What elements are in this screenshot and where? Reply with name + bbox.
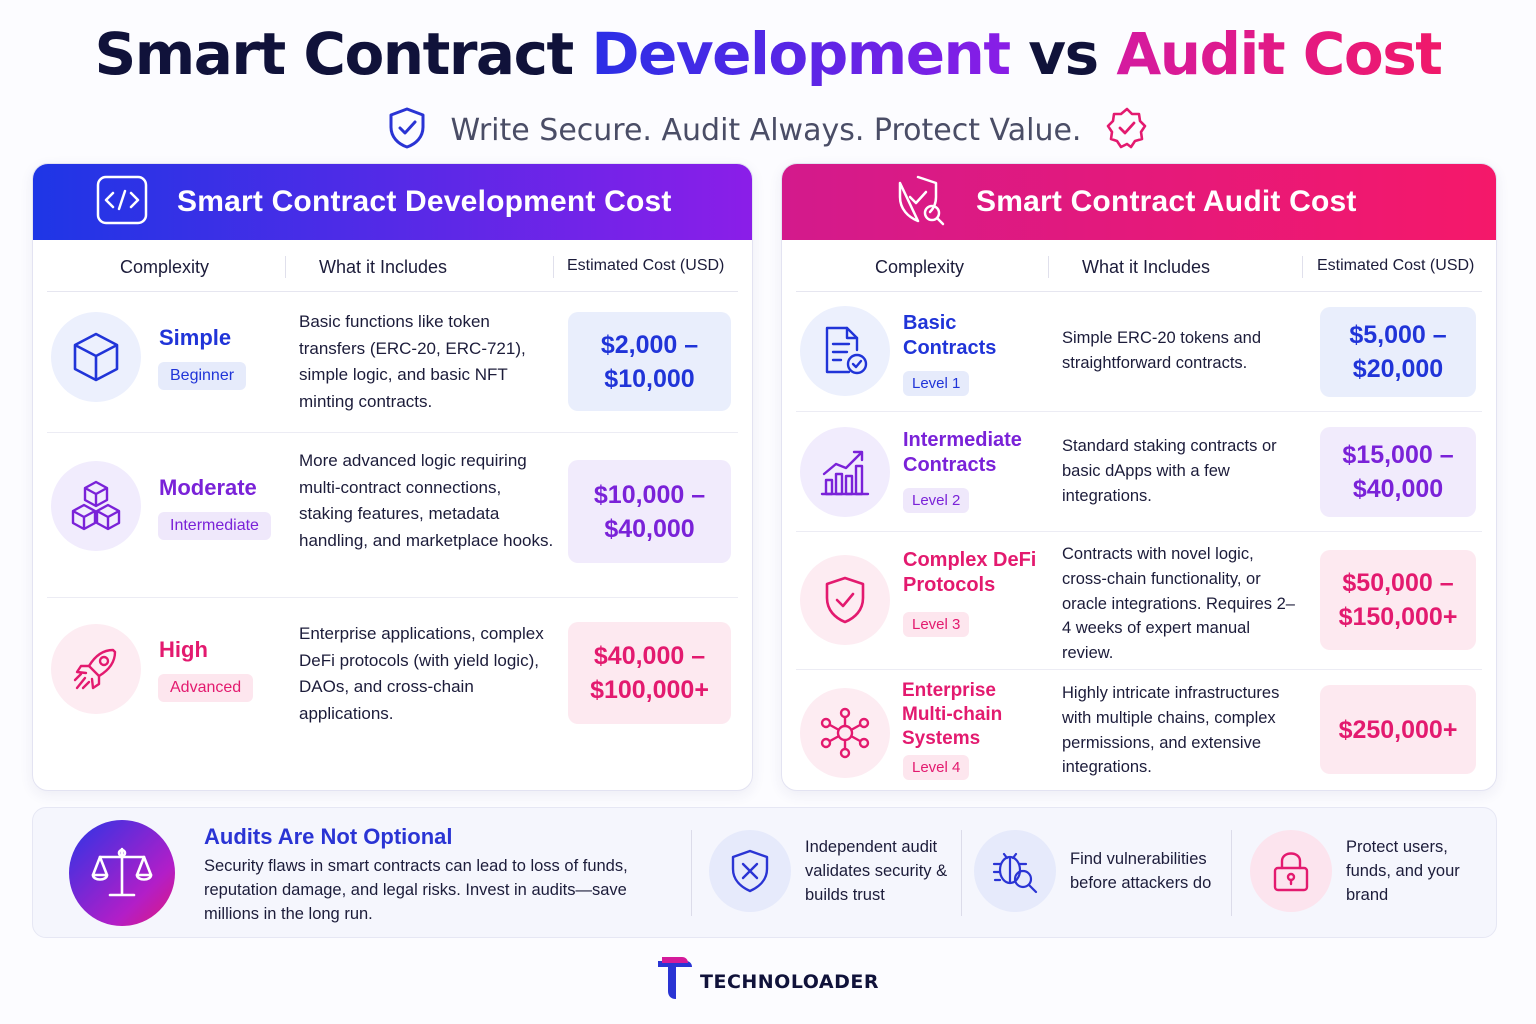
row-description: Enterprise applications, complex DeFi pr… [299, 624, 544, 723]
column-cost: Estimated Cost (USD) [567, 257, 725, 274]
audit-panel-title: Smart Contract Audit Cost [976, 185, 1357, 218]
complexity-badge: Beginner [158, 362, 247, 390]
table-row: Basic Contracts Level 1 Simple ERC-20 to… [796, 292, 1482, 412]
cost-line-2: $10,000 [604, 364, 695, 393]
cost-box: $10,000 – $40,000 [568, 460, 731, 563]
row-description: Contracts with novel logic, cross-chain … [1062, 545, 1295, 663]
box-text: Security flaws in smart contracts can le… [204, 857, 628, 923]
feature-text: Independent audit validates security & b… [805, 838, 948, 904]
network-nodes-icon [800, 688, 890, 778]
title-part-4: Audit Cost [1116, 20, 1443, 88]
cost-line-1: $40,000 – [593, 642, 706, 670]
column-includes: What it Includes [319, 257, 448, 277]
shield-x-icon [709, 830, 791, 912]
complexity-level: Simple [159, 325, 232, 350]
cost-box: $5,000 – $20,000 [1320, 307, 1476, 397]
cost-line-1: $10,000 – [593, 480, 706, 509]
table-row: Enterprise Multi-chain Systems Level 4 H… [796, 670, 1482, 788]
table-row: Simple Beginner Basic functions like tok… [47, 292, 738, 433]
shield-check-icon [800, 555, 890, 645]
audit-panel-header: Smart Contract Audit Cost [782, 164, 1496, 240]
cost-line-1: $5,000 – [1349, 321, 1447, 349]
tagline: Write Secure. Audit Always. Protect Valu… [450, 113, 1082, 148]
row-description: Simple ERC-20 tokens and straightforward… [1062, 329, 1262, 372]
complexity-badge: Intermediate [158, 512, 271, 540]
bar-chart-icon [800, 427, 890, 517]
complexity-badge: Level 4 [903, 755, 970, 780]
code-icon [95, 174, 149, 231]
feature-item: Protect users, funds, and your brand [1250, 830, 1471, 912]
development-table-header: Complexity What it Includes Estimated Co… [47, 240, 738, 292]
badge-check-icon [1105, 106, 1149, 155]
logo-mark-icon [656, 955, 694, 1008]
row-description: Highly intricate infrastructures with mu… [1062, 684, 1280, 777]
cost-line-2: $20,000 [1352, 355, 1444, 383]
row-description: More advanced logic requiring multi-cont… [299, 451, 554, 550]
feature-text: Protect users, funds, and your brand [1346, 838, 1460, 904]
tagline-row: Write Secure. Audit Always. Protect Valu… [0, 106, 1536, 155]
complexity-level: Basic Contracts [903, 312, 997, 359]
cost-box: $40,000 – $100,000+ [568, 622, 731, 724]
cost-box: $2,000 – $10,000 [568, 312, 731, 411]
title-part-3: vs [1028, 20, 1099, 88]
cost-line-1: $250,000+ [1338, 715, 1458, 744]
table-row: Moderate Intermediate More advanced logi… [47, 433, 738, 598]
cost-line-2: $40,000 [1352, 475, 1444, 503]
column-includes: What it Includes [1082, 257, 1211, 277]
column-complexity: Complexity [120, 257, 210, 277]
rocket-icon [51, 624, 141, 714]
row-description: Basic functions like token transfers (ER… [299, 312, 526, 411]
cost-line-1: $50,000 – [1342, 569, 1454, 597]
brand-logo: TECHNOLOADER [656, 955, 879, 1008]
shield-check-icon [387, 106, 427, 155]
complexity-badge: Level 2 [903, 488, 970, 513]
complexity-level: High [159, 637, 208, 662]
complexity-badge: Level 3 [903, 612, 970, 637]
feature-item: Find vulnerabilities before attackers do [974, 830, 1215, 912]
feature-item: Independent audit validates security & b… [709, 830, 950, 912]
cost-line-2: $100,000+ [590, 676, 709, 704]
cost-line-2: $150,000+ [1338, 603, 1458, 631]
cost-box: $15,000 – $40,000 [1320, 427, 1476, 517]
complexity-level: Moderate [159, 475, 257, 500]
padlock-icon [1250, 830, 1332, 912]
page-title: Smart Contract Development vs Audit Cost [0, 20, 1536, 88]
table-row: High Advanced Enterprise applications, c… [47, 598, 738, 758]
cost-box: $250,000+ [1320, 685, 1476, 774]
shield-search-icon [894, 173, 948, 232]
brand-name: TECHNOLOADER [700, 970, 879, 993]
stacked-cubes-icon [51, 461, 141, 551]
document-check-icon [800, 306, 890, 396]
development-panel-header: Smart Contract Development Cost [33, 164, 752, 240]
cost-line-1: $15,000 – [1342, 441, 1454, 469]
row-description: Standard staking contracts or basic dApp… [1062, 437, 1277, 505]
audit-table-header: Complexity What it Includes Estimated Co… [796, 240, 1482, 292]
audit-importance-box: Audits Are Not Optional Security flaws i… [32, 807, 1497, 938]
complexity-level: Enterprise Multi-chain Systems [902, 680, 1003, 749]
bug-search-icon [974, 830, 1056, 912]
complexity-level: Complex DeFi Protocols [903, 549, 1037, 596]
cost-line-2: $40,000 [604, 514, 695, 543]
box-title: Audits Are Not Optional [204, 824, 453, 849]
title-part-2: Development [591, 20, 1011, 88]
cost-line-1: $2,000 – [600, 330, 699, 359]
scales-icon [69, 820, 175, 926]
complexity-badge: Advanced [158, 674, 254, 702]
column-complexity: Complexity [875, 257, 965, 277]
cost-box: $50,000 – $150,000+ [1320, 550, 1476, 650]
table-row: Complex DeFi Protocols Level 3 Contracts… [796, 532, 1482, 670]
table-row: Intermediate Contracts Level 2 Standard … [796, 412, 1482, 532]
development-cost-panel: Smart Contract Development Cost Complexi… [32, 163, 753, 791]
audit-cost-panel: Smart Contract Audit Cost Complexity Wha… [781, 163, 1497, 791]
column-cost: Estimated Cost (USD) [1317, 257, 1475, 274]
complexity-badge: Level 1 [903, 371, 970, 396]
cube-icon [51, 312, 141, 402]
title-part-1: Smart Contract [94, 20, 575, 88]
development-panel-title: Smart Contract Development Cost [177, 185, 672, 218]
complexity-level: Intermediate Contracts [903, 429, 1022, 476]
feature-text: Find vulnerabilities before attackers do [1070, 850, 1212, 892]
